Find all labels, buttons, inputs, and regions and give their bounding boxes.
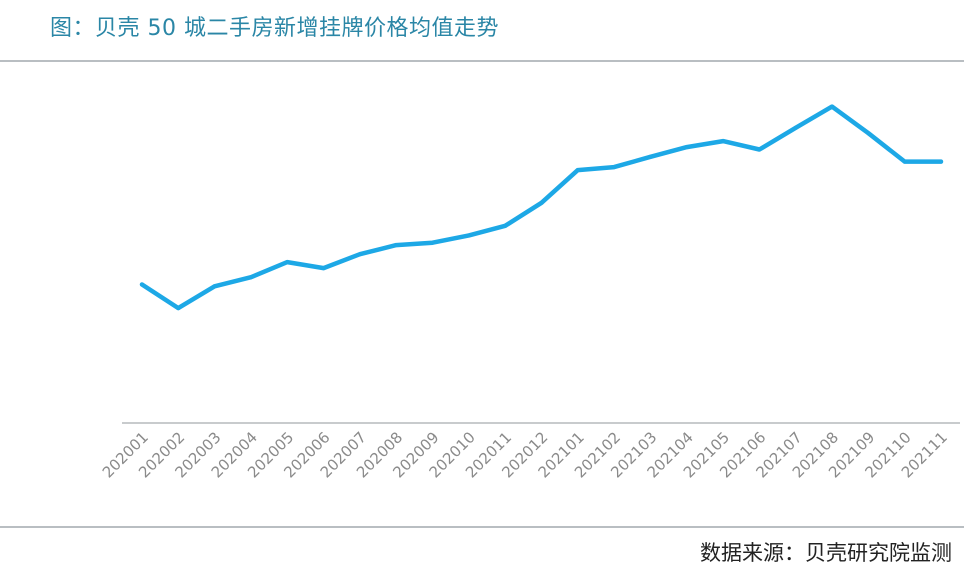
data-point-202011: [503, 223, 508, 228]
data-point-202005: [285, 260, 290, 265]
data-point-202010: [466, 233, 471, 238]
data-point-202106: [757, 147, 762, 152]
data-point-202009: [430, 240, 435, 245]
data-point-202002: [176, 306, 181, 311]
data-point-202109: [866, 131, 871, 136]
data-point-202006: [321, 266, 326, 271]
series-line: [139, 104, 944, 311]
chart-title: 图：贝壳 50 城二手房新增挂牌价格均值走势: [50, 16, 499, 41]
data-point-202110: [902, 159, 907, 164]
data-point-202001: [140, 282, 144, 287]
data-point-202003: [212, 284, 217, 289]
data-point-202004: [249, 275, 253, 280]
data-points: [140, 104, 943, 311]
top-divider: [0, 60, 964, 62]
data-point-202111: [939, 159, 943, 164]
data-point-202102: [612, 165, 617, 170]
bottom-divider: [0, 526, 964, 528]
line-chart: 2020012020022020032020042020052020062020…: [99, 104, 960, 482]
x-axis-tick-labels: 2020012020022020032020042020052020062020…: [99, 428, 951, 481]
data-point-202007: [357, 252, 362, 257]
data-point-202104: [684, 145, 689, 150]
data-point-202103: [648, 154, 653, 159]
data-point-202105: [721, 139, 726, 144]
data-point-202101: [575, 168, 580, 173]
data-point-202012: [539, 200, 544, 205]
source-note: 数据来源：贝壳研究院监测: [700, 541, 952, 565]
data-point-202108: [830, 104, 834, 109]
data-point-202107: [793, 125, 798, 130]
data-point-202008: [394, 243, 399, 248]
